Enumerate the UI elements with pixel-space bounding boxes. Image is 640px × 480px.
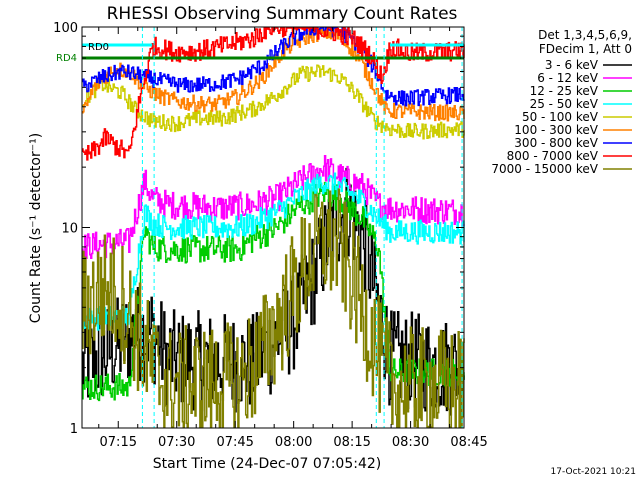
flag-bar-rd0-2	[389, 43, 464, 47]
chart-title: RHESSI Observing Summary Count Rates	[107, 4, 458, 24]
series-line-3	[82, 181, 465, 402]
x-tick-label: 07:30	[158, 435, 195, 450]
x-tick-label: 08:00	[275, 435, 312, 450]
series-line-4	[82, 172, 465, 331]
legend-label-9: 7000 - 15000 keV	[491, 162, 598, 176]
legend-label-7: 300 - 800 keV	[514, 136, 598, 150]
x-axis-ticks: 07:15 07:30 07:45 08:00 08:15 08:30 08:45	[98, 27, 488, 450]
series-layer	[82, 27, 465, 428]
y-tick-label: 100	[53, 21, 78, 36]
flag-bar-rd0-1	[82, 43, 153, 47]
legend-label-5: 50 - 100 keV	[522, 110, 599, 124]
series-line-8	[82, 27, 465, 161]
flag-label-rd0: RD0	[88, 42, 109, 53]
legend-label-8: 800 - 7000 keV	[507, 149, 599, 163]
y-axis-label: Count Rate (s⁻¹ detector⁻¹)	[28, 133, 44, 323]
series-line-2	[82, 155, 465, 261]
flag-bar-rd4-1	[82, 56, 464, 60]
flag-label-rd4: RD4	[56, 53, 77, 64]
vertical-markers	[141, 27, 463, 428]
legend-label-6: 100 - 300 keV	[514, 123, 598, 137]
x-tick-label: 07:15	[100, 435, 137, 450]
x-tick-label: 07:45	[216, 435, 253, 450]
series-line-9	[82, 188, 465, 428]
y-tick-label: 1	[70, 422, 78, 437]
x-tick-label: 08:45	[450, 435, 487, 450]
legend: Det 1,3,4,5,6,9, FDecim 1, Att 0 3 - 6 k…	[491, 28, 632, 176]
x-tick-label: 08:15	[333, 435, 370, 450]
x-axis-label: Start Time (24-Dec-07 07:05:42)	[153, 456, 381, 472]
legend-label-1: 3 - 6 keV	[545, 58, 599, 72]
legend-label-3: 12 - 25 keV	[530, 84, 599, 98]
series-line-7	[82, 27, 465, 107]
x-tick-label: 08:30	[392, 435, 429, 450]
y-axis-ticks: 1 10 100	[53, 21, 464, 437]
legend-label-2: 6 - 12 keV	[537, 71, 599, 85]
y-tick-label: 10	[61, 222, 78, 237]
legend-header-line-2: FDecim 1, Att 0	[539, 42, 632, 56]
legend-label-4: 25 - 50 keV	[530, 97, 599, 111]
series-line-5	[82, 64, 465, 140]
generation-timestamp: 17-Oct-2021 10:21	[551, 467, 636, 477]
state-flags: RD0 RD4	[56, 42, 464, 64]
legend-header-line-1: Det 1,3,4,5,6,9,	[538, 28, 632, 42]
